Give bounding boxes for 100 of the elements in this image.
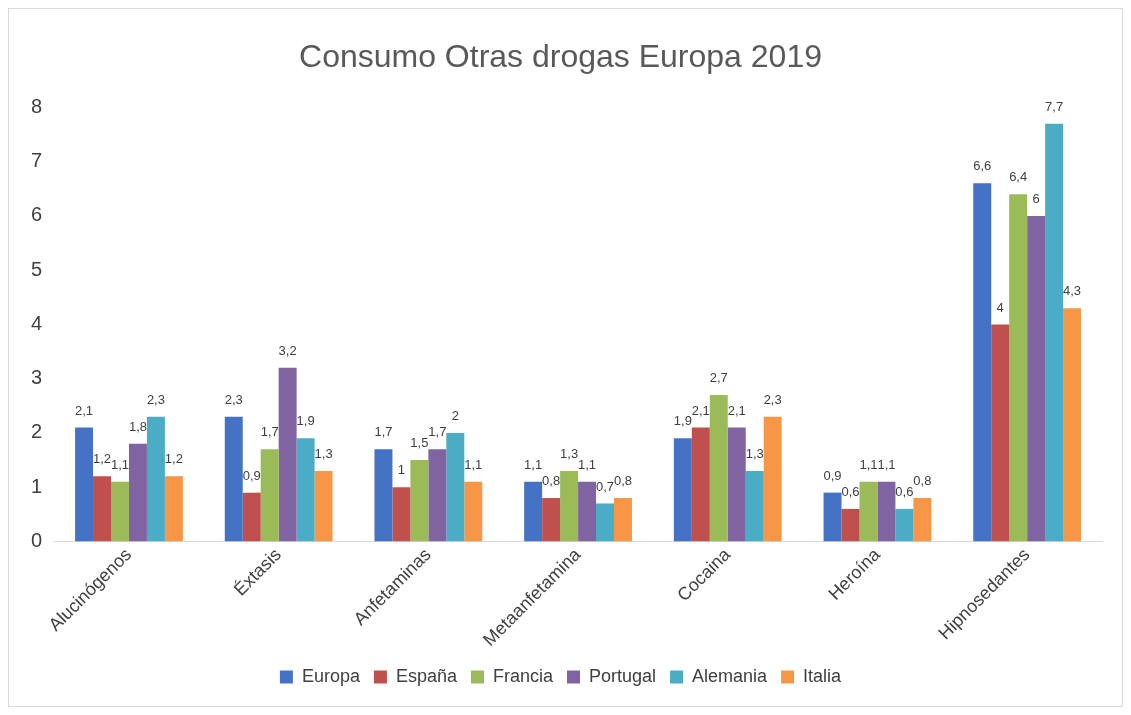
y-tick-label: 7: [31, 149, 43, 172]
bar: [374, 449, 393, 542]
data-label: 0,8: [542, 473, 561, 489]
data-label: 1,1: [578, 456, 597, 472]
data-label: 2,7: [709, 370, 728, 386]
data-label: 1,1: [464, 456, 483, 472]
bar: [128, 443, 147, 542]
data-label: 0,9: [823, 467, 842, 483]
bar: [709, 394, 728, 542]
bar: [1045, 123, 1064, 542]
bar: [242, 492, 261, 542]
bar: [278, 367, 297, 542]
data-label: 1,3: [314, 446, 333, 461]
data-label: 1,5: [410, 435, 429, 451]
data-label: 0,6: [895, 483, 914, 499]
bar: [224, 416, 243, 542]
data-label: 0,9: [242, 467, 261, 483]
bar: [260, 449, 279, 542]
bar: [464, 481, 483, 542]
bar: [991, 324, 1010, 542]
data-label: 1,7: [260, 424, 279, 440]
data-label: 6,4: [1009, 169, 1028, 185]
data-label: 1,2: [164, 451, 183, 467]
data-label: 1,2: [92, 451, 112, 467]
y-tick-label: 4: [31, 311, 43, 334]
bar: [1063, 308, 1082, 542]
data-label: 7,7: [1045, 98, 1064, 114]
data-label: 0,6: [841, 483, 860, 499]
data-label: 1,7: [374, 424, 393, 440]
bar: [895, 508, 914, 542]
data-label: 3,2: [278, 342, 297, 358]
data-label: 1,7: [428, 424, 447, 440]
data-label: 6: [1032, 190, 1040, 206]
bar: [727, 427, 746, 542]
data-label: 1,9: [673, 413, 692, 429]
bar: [877, 481, 896, 542]
bar: [524, 481, 543, 542]
bar: [93, 476, 112, 542]
bar: [392, 487, 411, 542]
data-label: 6,6: [973, 158, 992, 174]
bar: [1009, 194, 1028, 542]
legend-label: Alemania: [692, 665, 769, 686]
data-label: 2,3: [146, 391, 165, 407]
y-tick-label: 1: [31, 474, 43, 497]
data-label: 1,1: [110, 456, 130, 472]
bar: [673, 438, 692, 542]
y-tick-label: 8: [31, 94, 43, 117]
bar: [75, 427, 94, 542]
data-label: 0,8: [913, 473, 932, 489]
legend-label: España: [395, 665, 458, 686]
bar: [146, 416, 165, 542]
y-tick-label: 6: [31, 203, 43, 226]
data-label: 1,3: [560, 446, 579, 461]
legend-label: Portugal: [589, 665, 657, 686]
data-label: 2,1: [75, 402, 94, 418]
bar: [296, 438, 315, 542]
bar: [542, 498, 561, 542]
bar: [164, 476, 183, 542]
bar: [560, 470, 579, 542]
y-tick-label: 5: [31, 257, 43, 280]
data-label: 2,1: [727, 402, 746, 418]
data-label: 1,1: [524, 456, 543, 472]
data-label: 0,7: [595, 478, 615, 494]
data-label: 2,3: [224, 391, 243, 407]
data-label: 1,9: [296, 413, 315, 429]
y-tick-label: 2: [31, 420, 43, 443]
bar: [913, 498, 932, 542]
bar: [446, 432, 465, 542]
bar: [691, 427, 710, 542]
data-label: 1,1: [859, 456, 878, 472]
bar: [823, 492, 842, 542]
bar: [745, 470, 764, 542]
data-label: 2: [451, 408, 459, 424]
bar: [973, 183, 992, 542]
bar: [428, 449, 447, 542]
bar: [613, 498, 632, 542]
bar: [578, 481, 597, 542]
bar: [763, 416, 782, 542]
data-label: 4,3: [1063, 283, 1082, 299]
bar: [314, 470, 333, 542]
y-tick-label: 0: [31, 528, 43, 551]
y-tick-label: 3: [31, 366, 43, 389]
bar: [1027, 215, 1046, 542]
legend-label: Francia: [492, 665, 554, 686]
data-label: 4: [996, 299, 1004, 315]
bar: [859, 481, 878, 542]
bar: [841, 508, 860, 542]
data-label: 1,1: [877, 456, 896, 472]
data-label: 2,3: [763, 391, 782, 407]
bar: [596, 503, 614, 542]
bar: [410, 460, 429, 542]
data-label: 1,3: [745, 446, 764, 461]
bar: [111, 481, 129, 542]
data-label: 2,1: [691, 402, 710, 418]
data-label: 1,8: [128, 418, 147, 434]
legend-label: Italia: [803, 665, 843, 686]
legend-label: Europa: [301, 665, 361, 686]
data-label: 1: [397, 462, 406, 478]
chart-title: Consumo Otras drogas Europa 2019: [299, 38, 822, 75]
data-label: 0,8: [613, 473, 633, 489]
